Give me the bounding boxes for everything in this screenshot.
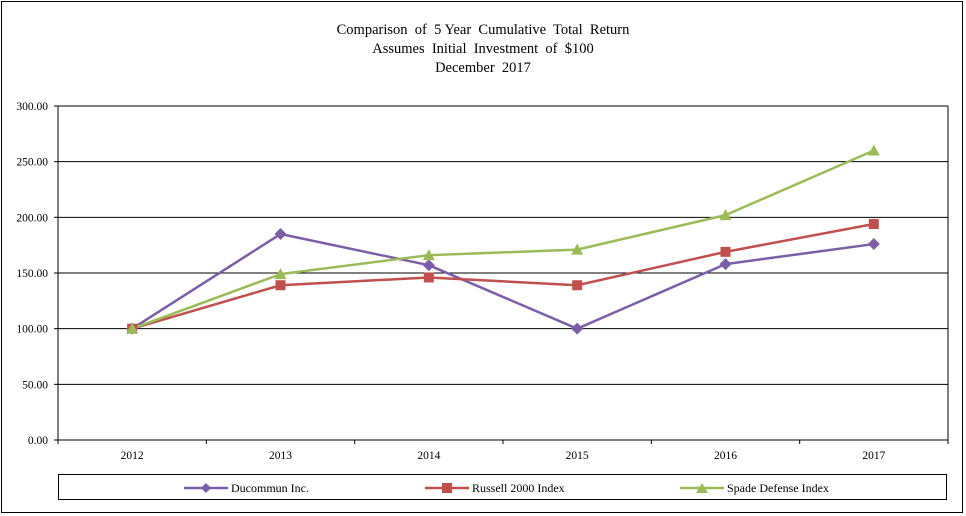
- data-point-russell-2000-index: [423, 272, 434, 283]
- legend-label-ducommun: Ducommun Inc.: [231, 480, 309, 495]
- legend: Ducommun Inc. Russell 2000 Index Spade D…: [58, 474, 947, 500]
- x-tick-label: 2014: [417, 450, 440, 462]
- legend-label-spade: Spade Defense Index: [727, 480, 829, 495]
- legend-label-russell: Russell 2000 Index: [472, 480, 565, 495]
- legend-item-ducommun: Ducommun Inc.: [184, 475, 309, 501]
- legend-item-spade: Spade Defense Index: [680, 475, 829, 501]
- chart-title: Comparison of 5 Year Cumulative Total Re…: [0, 21, 966, 78]
- x-tick-label: 2016: [714, 450, 737, 462]
- title-line-1: Comparison of 5 Year Cumulative Total Re…: [336, 22, 630, 38]
- legend-swatch-russell: [425, 483, 469, 493]
- x-tick-label: 2013: [269, 450, 292, 462]
- data-point-spade-defense-index: [719, 209, 732, 221]
- legend-swatch-spade: [680, 483, 724, 493]
- legend-swatch-ducommun: [184, 483, 228, 493]
- data-point-spade-defense-index: [126, 322, 139, 334]
- data-point-ducommun-inc-: [422, 259, 435, 272]
- y-tick-label: 200.00: [16, 212, 48, 224]
- data-point-spade-defense-index: [422, 249, 435, 261]
- title-line-3: December 2017: [435, 60, 531, 76]
- series-line-spade-defense-index: [131, 149, 875, 330]
- series-line-russell-2000-index: [131, 222, 875, 330]
- y-tick-label: 0.00: [28, 435, 48, 447]
- data-point-spade-defense-index: [274, 268, 287, 280]
- data-point-spade-defense-index: [571, 243, 584, 255]
- y-tick-label: 100.00: [16, 324, 48, 336]
- data-point-ducommun-inc-: [274, 228, 287, 241]
- data-point-russell-2000-index: [275, 280, 286, 291]
- data-point-russell-2000-index: [720, 246, 731, 257]
- data-point-ducommun-inc-: [867, 238, 880, 251]
- data-point-russell-2000-index: [572, 280, 583, 291]
- data-point-ducommun-inc-: [571, 322, 584, 335]
- x-tick-label: 2012: [121, 450, 144, 462]
- y-tick-label: 250.00: [16, 157, 48, 169]
- title-line-2: Assumes Initial Investment of $100: [372, 41, 594, 57]
- x-tick-label: 2015: [566, 450, 589, 462]
- y-tick-label: 150.00: [16, 268, 48, 280]
- legend-item-russell: Russell 2000 Index: [425, 475, 565, 501]
- series-line-ducommun-inc-: [131, 232, 875, 330]
- data-point-ducommun-inc-: [719, 258, 732, 271]
- y-tick-label: 300.00: [16, 101, 48, 113]
- x-tick-label: 2017: [862, 450, 885, 462]
- data-point-russell-2000-index: [868, 219, 879, 230]
- y-tick-label: 50.00: [22, 379, 48, 391]
- data-point-spade-defense-index: [867, 144, 880, 156]
